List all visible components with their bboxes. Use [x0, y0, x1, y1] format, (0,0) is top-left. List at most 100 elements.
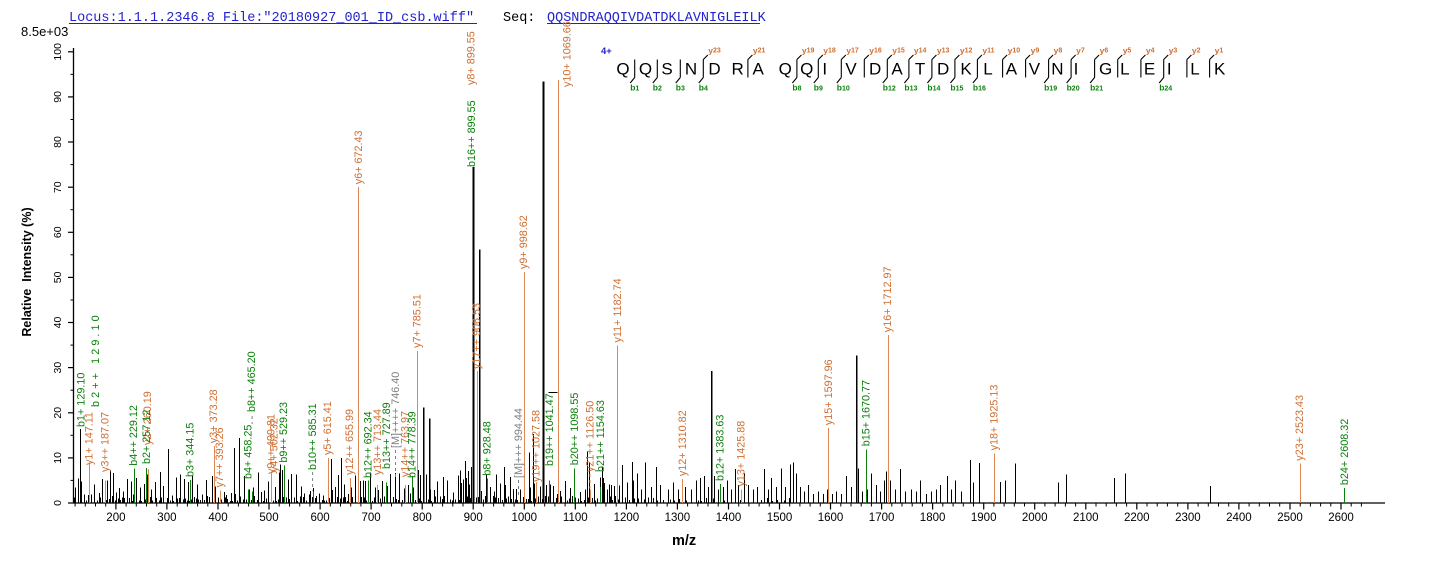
- svg-text:y2+ 260.19: y2+ 260.19: [142, 391, 154, 445]
- svg-text:I: I: [822, 60, 827, 79]
- svg-text:y10+ 1069.66: y10+ 1069.66: [561, 21, 573, 87]
- svg-text:[M]++++ 746.40: [M]++++ 746.40: [390, 372, 402, 448]
- svg-text:y5+ 615.41: y5+ 615.41: [322, 401, 334, 455]
- svg-text:y11+ 1182.74: y11+ 1182.74: [612, 278, 624, 342]
- svg-text:300: 300: [157, 512, 176, 524]
- svg-text:y2: y2: [1192, 46, 1201, 56]
- svg-text:y6: y6: [1100, 46, 1109, 56]
- svg-text:K: K: [1214, 60, 1226, 79]
- svg-text:b4++ 229.12: b4++ 229.12: [128, 405, 140, 466]
- svg-text:y13+ 1425.88: y13+ 1425.88: [735, 421, 747, 487]
- svg-text:10: 10: [52, 452, 64, 464]
- svg-text:b15+ 1670.77: b15+ 1670.77: [861, 380, 873, 446]
- svg-text:Q: Q: [616, 60, 629, 79]
- svg-text:y1: y1: [1215, 46, 1224, 56]
- svg-text:b14: b14: [927, 83, 940, 93]
- svg-text:I: I: [1167, 60, 1172, 79]
- svg-text:T: T: [915, 60, 925, 79]
- svg-text:I: I: [1074, 60, 1079, 79]
- svg-text:70: 70: [52, 181, 64, 193]
- svg-text:y9: y9: [1031, 46, 1040, 56]
- svg-text:y9+ 998.62: y9+ 998.62: [518, 215, 530, 269]
- svg-text:b20++ 1098.55: b20++ 1098.55: [569, 393, 581, 466]
- svg-text:b21++ 1154.63: b21++ 1154.63: [595, 400, 607, 472]
- svg-text:60: 60: [52, 226, 64, 238]
- svg-text:Q: Q: [639, 60, 652, 79]
- svg-text:Q: Q: [800, 60, 813, 79]
- svg-text:1300: 1300: [665, 512, 691, 524]
- svg-text:b13++ 727.89: b13++ 727.89: [381, 402, 393, 469]
- svg-text:N: N: [685, 60, 697, 79]
- svg-text:y17: y17: [846, 46, 859, 56]
- svg-text:y4: y4: [1146, 46, 1155, 56]
- svg-text:b19: b19: [1044, 83, 1057, 93]
- svg-text:2500: 2500: [1277, 512, 1303, 524]
- svg-text:b12: b12: [883, 83, 896, 93]
- svg-text:600: 600: [311, 512, 330, 524]
- svg-text:b4+ 458.25: b4+ 458.25: [243, 425, 255, 479]
- svg-text:1100: 1100: [563, 512, 588, 524]
- svg-text:b2+ 257.12: b2+ 257.12: [141, 410, 153, 464]
- svg-text:y16: y16: [869, 46, 882, 56]
- svg-text:L: L: [1190, 60, 1199, 79]
- svg-text:L: L: [1120, 60, 1129, 79]
- svg-text:y11: y11: [982, 46, 994, 56]
- svg-text:y6+ 672.43: y6+ 672.43: [353, 130, 365, 184]
- svg-text:2100: 2100: [1073, 512, 1099, 524]
- svg-text:y16+ 1712.97: y16+ 1712.97: [882, 266, 894, 332]
- svg-text:1000: 1000: [512, 512, 538, 524]
- svg-text:y21: y21: [753, 46, 766, 56]
- svg-text:y7+ 785.51: y7+ 785.51: [412, 294, 424, 348]
- svg-text:y3+ 373.28: y3+ 373.28: [208, 389, 220, 443]
- svg-text:y19++ 1027.58: y19++ 1027.58: [530, 410, 542, 482]
- svg-text:D: D: [869, 60, 881, 79]
- svg-text:2200: 2200: [1124, 512, 1150, 524]
- svg-text:Q: Q: [779, 60, 792, 79]
- svg-text:b24: b24: [1159, 83, 1172, 93]
- svg-text:500: 500: [259, 512, 278, 524]
- svg-text:y12+ 1310.82: y12+ 1310.82: [677, 410, 689, 476]
- svg-text:b16: b16: [973, 83, 986, 93]
- svg-text:b1+ 129.10: b1+ 129.10: [76, 373, 88, 427]
- svg-text:D: D: [937, 60, 949, 79]
- svg-text:1900: 1900: [971, 512, 997, 524]
- svg-text:G: G: [1099, 60, 1112, 79]
- svg-text:A: A: [1006, 60, 1018, 79]
- svg-text:y5: y5: [1123, 46, 1132, 56]
- svg-text:N: N: [1051, 60, 1063, 79]
- svg-text:1800: 1800: [920, 512, 946, 524]
- svg-text:90: 90: [52, 91, 64, 103]
- svg-text:40: 40: [52, 317, 64, 329]
- svg-text:R: R: [732, 60, 744, 79]
- svg-text:y9++ 499.81: y9++ 499.81: [266, 414, 278, 474]
- svg-text:D: D: [708, 60, 720, 79]
- svg-text:b4: b4: [699, 83, 708, 93]
- svg-text:800: 800: [413, 512, 432, 524]
- svg-text:b2: b2: [653, 83, 662, 93]
- svg-text:y14++ 763.97: y14++ 763.97: [400, 411, 412, 477]
- svg-text:y10: y10: [1008, 46, 1021, 56]
- svg-text:b3: b3: [676, 83, 685, 93]
- svg-text:y17++ 906.53: y17++ 906.53: [471, 303, 483, 369]
- svg-text:y4+ 502.32: y4+ 502.32: [269, 418, 281, 472]
- svg-text:y1+ 147.11: y1+ 147.11: [84, 412, 96, 465]
- svg-text:20: 20: [52, 407, 64, 419]
- svg-text:y14: y14: [914, 46, 927, 56]
- svg-text:b10: b10: [837, 83, 850, 93]
- svg-text:b13: b13: [904, 83, 917, 93]
- svg-text:V: V: [845, 60, 857, 79]
- svg-text:Relative Intensity (%): Relative Intensity (%): [20, 207, 34, 336]
- svg-text:2400: 2400: [1226, 512, 1252, 524]
- svg-text:y13++ 713.44: y13++ 713.44: [372, 409, 384, 475]
- svg-text:b20: b20: [1067, 83, 1080, 93]
- svg-text:2300: 2300: [1175, 512, 1201, 524]
- svg-text:b3+ 344.15: b3+ 344.15: [185, 423, 197, 477]
- svg-text:y15: y15: [892, 46, 905, 56]
- svg-text:y15+ 1597.96: y15+ 1597.96: [823, 359, 835, 425]
- svg-text:b14++ 778.39: b14++ 778.39: [407, 411, 419, 478]
- svg-text:1700: 1700: [869, 512, 895, 524]
- svg-text:1500: 1500: [767, 512, 793, 524]
- svg-text:b19++ 1041.47: b19++ 1041.47: [544, 393, 556, 466]
- svg-text:y21++ 1126.50: y21++ 1126.50: [585, 401, 597, 472]
- svg-text:y7++ 393.26: y7++ 393.26: [214, 427, 226, 487]
